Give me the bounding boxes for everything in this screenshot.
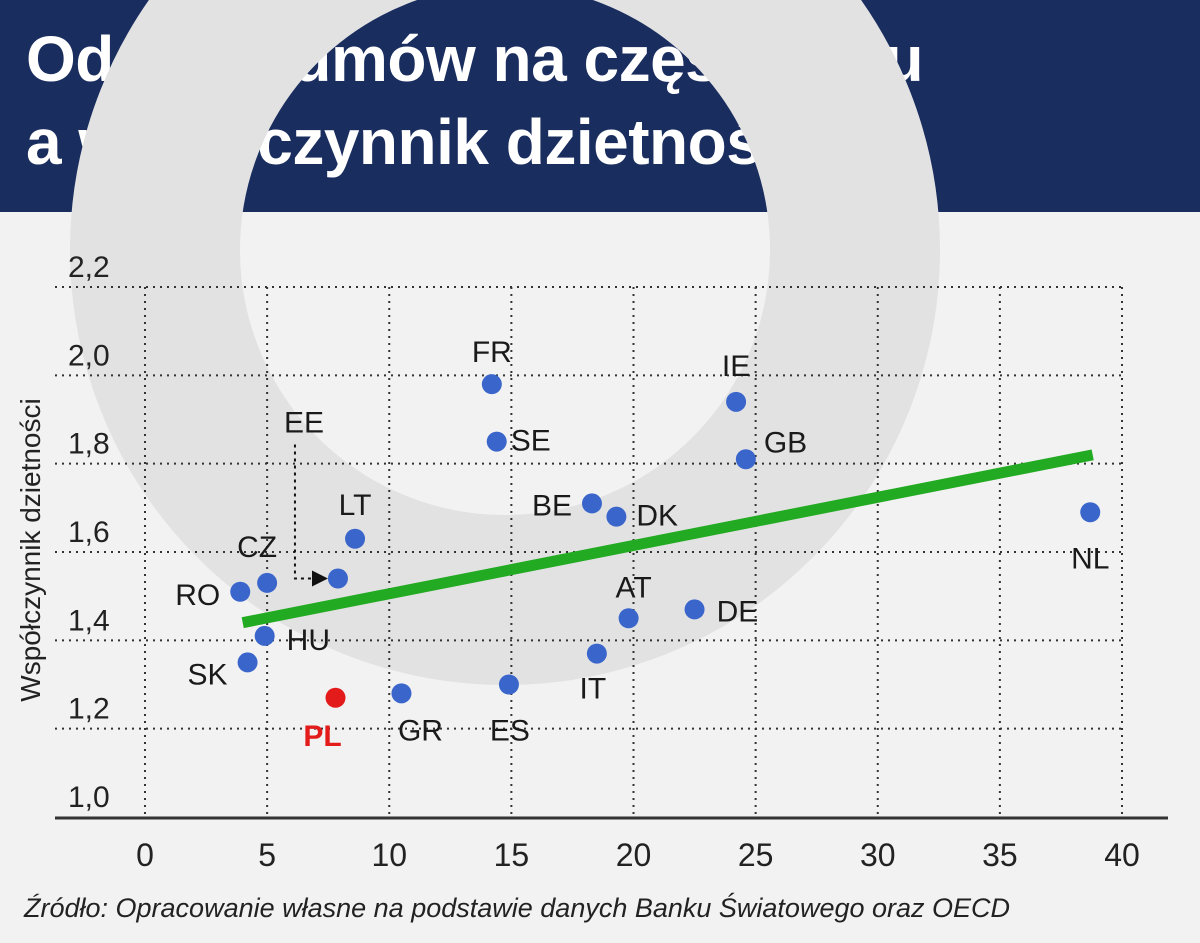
y-tick-label: 2,0 xyxy=(68,339,110,372)
point-nl xyxy=(1080,502,1101,523)
point-fr xyxy=(481,374,502,395)
axes: 0 5 10 15 20 25 30 35 40 1,0 1,2 1,4 1,6 1,8 2,0 2,2 xyxy=(55,251,1168,873)
point-label-ie: IE xyxy=(722,350,750,383)
point-de xyxy=(684,599,705,620)
point-it xyxy=(586,643,607,664)
point-label-dk: DK xyxy=(636,500,678,533)
point-label-cz: CZ xyxy=(237,531,277,564)
x-tick-label: 0 xyxy=(136,837,154,873)
point-dk xyxy=(606,506,627,527)
point-pl xyxy=(325,687,346,708)
x-tick-label: 35 xyxy=(982,837,1018,873)
point-label-lt: LT xyxy=(339,489,372,522)
ee-annotation xyxy=(293,444,328,587)
y-tick-label: 1,8 xyxy=(68,428,110,461)
point-cz xyxy=(257,572,278,593)
x-tick-label: 40 xyxy=(1104,837,1140,873)
y-axis-label: Współczynnik dzietności xyxy=(15,398,46,701)
point-label-it: IT xyxy=(580,673,607,706)
point-be xyxy=(581,493,602,514)
point-label-gb: GB xyxy=(764,426,807,459)
point-se xyxy=(486,431,507,452)
point-label-ro: RO xyxy=(175,579,220,612)
point-label-hu: HU xyxy=(287,624,330,657)
point-label-gr: GR xyxy=(398,714,443,747)
y-tick-label: 1,4 xyxy=(68,604,110,637)
y-tick-label: 2,2 xyxy=(68,251,110,284)
point-sk xyxy=(237,652,258,673)
point-label-nl: NL xyxy=(1071,542,1109,575)
y-tick-label: 1,6 xyxy=(68,516,110,549)
y-tick-label: 1,2 xyxy=(68,693,110,726)
x-tick-label: 25 xyxy=(738,837,774,873)
x-tick-label: 5 xyxy=(258,837,276,873)
point-hu xyxy=(254,625,275,646)
y-tick-label: 1,0 xyxy=(68,781,110,814)
point-ee xyxy=(327,568,348,589)
x-tick-label: 20 xyxy=(616,837,652,873)
ee-leader-arrow xyxy=(293,444,328,587)
x-tick-label: 15 xyxy=(494,837,530,873)
point-label-sk: SK xyxy=(188,658,228,691)
data-points xyxy=(230,374,1101,708)
point-label-se: SE xyxy=(511,425,551,458)
point-label-ee: EE xyxy=(284,407,324,440)
point-ro xyxy=(230,581,251,602)
trendline xyxy=(241,449,1094,629)
source-note: Źródło: Opracowanie własne na podstawie … xyxy=(24,893,1011,923)
point-label-es: ES xyxy=(490,715,530,748)
x-tick-label: 10 xyxy=(371,837,407,873)
point-es xyxy=(498,674,519,695)
x-tick-label: 30 xyxy=(860,837,896,873)
point-label-be: BE xyxy=(532,489,572,522)
point-lt xyxy=(345,528,366,549)
point-label-at: AT xyxy=(616,571,652,604)
watermark-logo xyxy=(70,0,940,685)
point-gr xyxy=(391,683,412,704)
point-label-pl: PL xyxy=(303,720,341,753)
point-at xyxy=(618,608,639,629)
point-label-fr: FR xyxy=(472,336,512,369)
trendline-line xyxy=(241,449,1094,629)
point-gb xyxy=(735,449,756,470)
point-label-de: DE xyxy=(717,595,759,628)
point-labels: FR SE IE GB BE DK NL LT CZ RO EE AT DE HU SK IT ES GR PL xyxy=(175,336,1109,753)
point-ie xyxy=(726,391,747,412)
